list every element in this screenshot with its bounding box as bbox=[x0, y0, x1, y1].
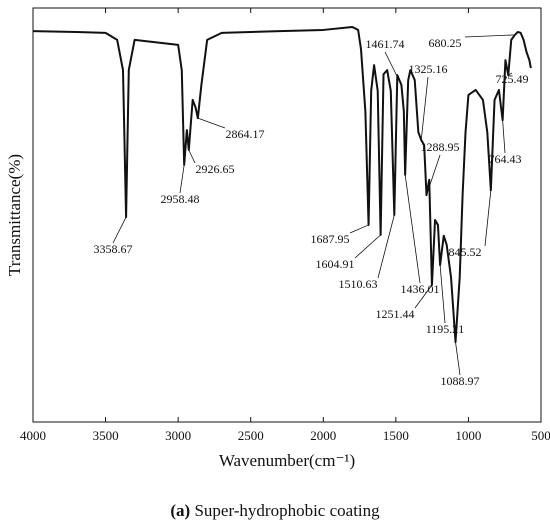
annotation-label: 845.52 bbox=[449, 245, 482, 259]
annotation-label: 3358.67 bbox=[94, 242, 133, 256]
annotation-leader bbox=[179, 164, 185, 194]
x-axis-label: Wavenumber(cm⁻¹) bbox=[219, 451, 355, 470]
x-tick-label: 4000 bbox=[20, 428, 46, 443]
x-tick-label: 2000 bbox=[310, 428, 336, 443]
annotation-leader bbox=[354, 234, 381, 259]
spectrum-line bbox=[32, 26, 532, 344]
annotation-leader bbox=[464, 34, 515, 38]
annotation-leader bbox=[188, 149, 196, 164]
plot-frame bbox=[32, 7, 542, 423]
annotation-label: 2926.65 bbox=[196, 162, 235, 176]
caption: (a) Super-hydrophobic coating bbox=[170, 501, 380, 520]
annotation-leader bbox=[349, 224, 369, 234]
annotation-leader bbox=[197, 117, 226, 129]
annotation-leader bbox=[420, 76, 429, 141]
x-tick-label: 3500 bbox=[93, 428, 119, 443]
annotation-label: 1325.16 bbox=[409, 62, 448, 76]
annotation-leader bbox=[377, 214, 395, 279]
annotation-leader bbox=[414, 284, 433, 309]
annotation-label: 1461.74 bbox=[366, 37, 405, 51]
x-tick-label: 500 bbox=[531, 428, 550, 443]
annotation-leader bbox=[112, 216, 127, 244]
annotation-leader bbox=[502, 120, 506, 154]
x-tick-label: 3000 bbox=[165, 428, 191, 443]
x-tick-label: 1500 bbox=[383, 428, 409, 443]
annotation-label: 1251.44 bbox=[376, 307, 415, 321]
annotation-label: 764.43 bbox=[489, 152, 522, 166]
annotation-label: 1288.95 bbox=[421, 140, 460, 154]
annotation-label: 1436.01 bbox=[401, 282, 440, 296]
annotation-label: 1088.97 bbox=[441, 374, 480, 388]
x-tick-label: 1000 bbox=[455, 428, 481, 443]
annotation-label: 680.25 bbox=[429, 36, 462, 50]
annotation-leader bbox=[439, 265, 446, 324]
annotation-leader bbox=[404, 174, 421, 284]
annotation-leader bbox=[508, 72, 513, 76]
annotation-label: 1604.91 bbox=[316, 257, 355, 271]
caption-letter: (a) bbox=[170, 501, 190, 520]
y-axis-label: Transmittance(%) bbox=[5, 154, 24, 276]
x-tick-label: 2500 bbox=[238, 428, 264, 443]
annotation-leader bbox=[455, 342, 461, 376]
annotation-label: 1687.95 bbox=[311, 232, 350, 246]
annotation-label: 725.49 bbox=[496, 72, 529, 86]
annotation-label: 1510.63 bbox=[339, 277, 378, 291]
annotation-label: 2864.17 bbox=[226, 127, 265, 141]
annotation-leader bbox=[384, 51, 402, 86]
annotation-label: 2958.48 bbox=[161, 192, 200, 206]
annotation-label: 1195.21 bbox=[426, 322, 465, 336]
annotation-leader bbox=[426, 154, 441, 196]
annotation-leader bbox=[484, 190, 492, 247]
caption-text: Super-hydrophobic coating bbox=[194, 501, 380, 520]
